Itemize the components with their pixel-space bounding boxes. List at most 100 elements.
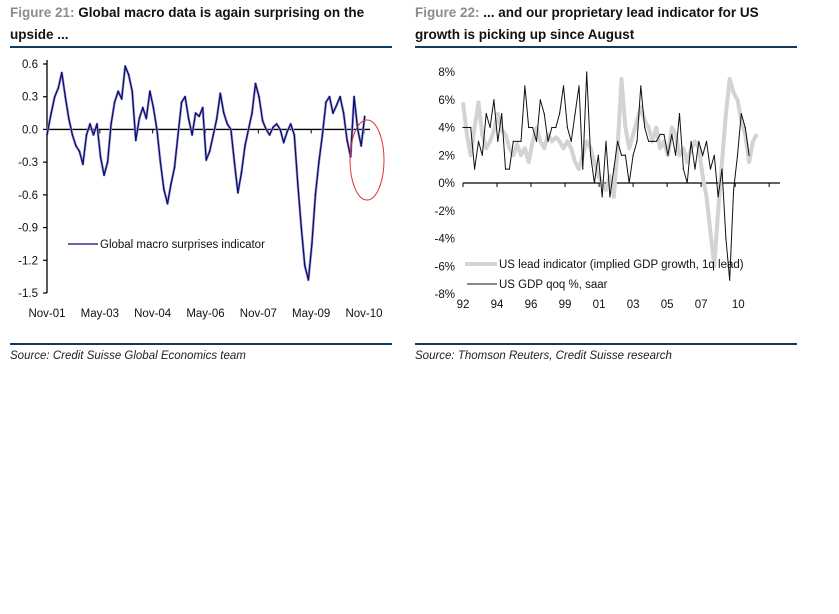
- x-tick-label: Nov-01: [28, 308, 65, 320]
- data-point-lead: [605, 189, 607, 191]
- data-point: [124, 65, 126, 67]
- data-point: [293, 134, 296, 136]
- data-point-lead: [717, 209, 719, 212]
- data-point-lead: [520, 154, 522, 157]
- data-point-lead: [752, 140, 754, 143]
- data-point-gdp: [628, 182, 630, 184]
- data-point: [215, 117, 218, 120]
- data-point: [346, 139, 348, 142]
- data-point-gdp: [551, 126, 553, 129]
- y-tick-label: 0.6: [22, 59, 38, 71]
- series-line-us-gdp: [463, 71, 750, 281]
- data-point: [85, 134, 88, 136]
- data-point-lead: [620, 78, 623, 80]
- data-point-lead: [601, 182, 603, 184]
- data-point-lead: [597, 175, 600, 177]
- data-point-gdp: [566, 126, 568, 129]
- data-point: [166, 202, 169, 205]
- data-point-lead: [670, 126, 673, 129]
- y-tick-label: -1.5: [18, 288, 38, 300]
- data-point: [138, 117, 141, 120]
- data-point-lead: [574, 161, 576, 163]
- data-point: [226, 123, 229, 125]
- x-tick-label: 92: [457, 299, 470, 311]
- data-point: [339, 95, 341, 98]
- data-point-gdp: [682, 168, 684, 170]
- figure-22-title: Figure 22: ... and our proprietary lead …: [415, 0, 797, 46]
- data-point-lead: [701, 175, 704, 177]
- data-point: [180, 101, 183, 103]
- data-point-lead: [663, 140, 665, 143]
- data-point-lead: [473, 126, 476, 129]
- data-point-lead: [558, 140, 561, 143]
- x-tick-label: 03: [627, 299, 640, 311]
- data-point: [194, 112, 197, 114]
- data-point: [254, 82, 257, 85]
- data-point: [223, 112, 225, 114]
- data-point-gdp: [655, 140, 657, 142]
- data-point-lead: [709, 230, 712, 233]
- us-lead-indicator-chart: 8% 6% 4% 2% 0% -2% -4% -6% -8%92 94 96 99 01 03 05 07 10…: [435, 67, 780, 311]
- data-point: [50, 112, 53, 114]
- data-point: [60, 71, 63, 74]
- data-point-lead: [493, 129, 495, 132]
- data-point: [156, 128, 158, 131]
- data-point: [258, 95, 260, 98]
- data-point: [149, 90, 151, 93]
- data-point-gdp: [702, 154, 704, 156]
- x-tick-label: Nov-04: [134, 308, 172, 320]
- data-point: [289, 123, 292, 125]
- data-point-lead: [705, 196, 708, 198]
- data-point-lead: [616, 147, 619, 150]
- figure-21-label: Figure 21:: [10, 5, 75, 20]
- data-point-lead: [481, 133, 484, 136]
- data-point-gdp: [636, 140, 638, 142]
- data-point-gdp: [729, 279, 731, 281]
- data-point: [92, 134, 95, 136]
- data-point-gdp: [736, 154, 739, 156]
- figure-22-source-rule: [415, 343, 797, 345]
- data-point-lead: [678, 154, 681, 157]
- data-point-gdp: [462, 126, 464, 129]
- macro-surprises-chart: 0.6 0.3 0.0 -0.3 -0.6 -0.9 -1.2 -1.5 Nov-01 May-0…: [18, 59, 385, 320]
- data-point-gdp: [620, 154, 623, 156]
- data-point: [321, 134, 324, 136]
- data-point-gdp: [574, 113, 576, 115]
- data-point-gdp: [659, 133, 661, 136]
- data-point: [237, 191, 239, 194]
- data-point: [244, 144, 246, 147]
- data-point-lead: [512, 154, 515, 157]
- data-point: [282, 141, 285, 144]
- legend-label: Global macro surprises indicator: [100, 239, 265, 251]
- data-point: [342, 112, 345, 114]
- data-point: [279, 128, 281, 131]
- data-point-lead: [585, 140, 588, 143]
- data-point: [296, 183, 299, 185]
- x-tick-label: Nov-07: [240, 308, 277, 320]
- figure-21-title-rule: [10, 46, 392, 48]
- data-point-gdp: [477, 140, 480, 142]
- data-point-gdp: [539, 99, 541, 101]
- data-point: [300, 226, 303, 229]
- data-point: [163, 188, 165, 191]
- x-tick-label: May-09: [292, 308, 330, 320]
- data-point: [247, 128, 250, 131]
- data-point-lead: [535, 126, 538, 129]
- data-point-gdp: [520, 140, 522, 142]
- data-point-lead: [469, 154, 472, 157]
- data-point: [75, 144, 77, 147]
- data-point-lead: [562, 147, 565, 150]
- data-point-lead: [477, 101, 480, 104]
- data-point: [212, 134, 215, 136]
- data-point: [170, 183, 172, 185]
- data-point-lead: [551, 140, 553, 143]
- data-point-lead: [500, 129, 503, 132]
- data-point: [134, 139, 137, 142]
- y-tick-label: -0.6: [18, 190, 38, 202]
- x-tick-label: May-03: [81, 308, 119, 320]
- data-point-gdp: [713, 154, 715, 156]
- data-point-lead: [728, 78, 731, 80]
- data-point: [251, 112, 253, 114]
- data-point-gdp: [667, 154, 669, 156]
- x-tick-label: 10: [732, 299, 745, 311]
